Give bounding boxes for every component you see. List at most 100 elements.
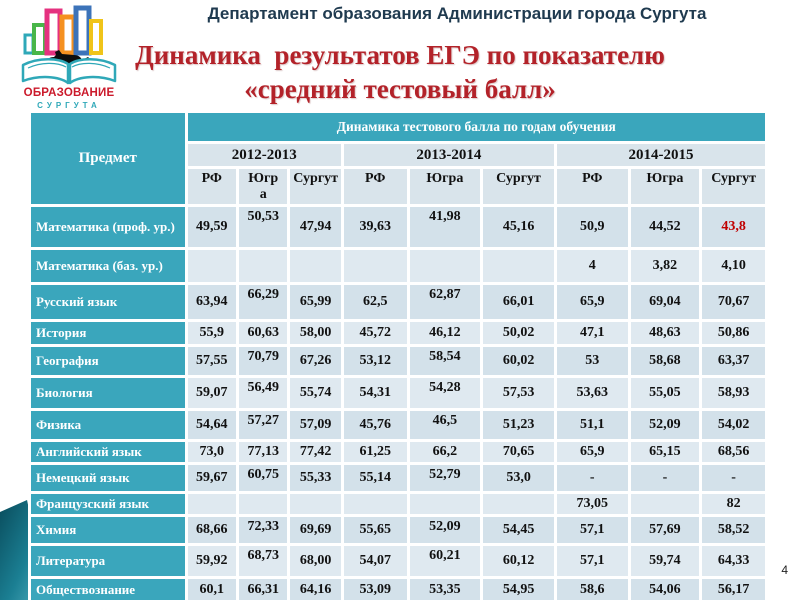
subcolumn-label: Югра <box>248 171 279 203</box>
subcolumn-cell: Югра <box>409 169 481 205</box>
subcolumn-cell: Югра <box>630 169 700 205</box>
value-cell: 60,21 <box>409 546 481 577</box>
value-cell: 45,72 <box>343 322 407 345</box>
value-cell: - <box>702 465 765 492</box>
value-cell: 60,63 <box>238 322 288 345</box>
table-band-row: Предмет Динамика тестового балла по года… <box>31 113 765 205</box>
value-cell: 65,99 <box>290 285 341 320</box>
building-orange-icon <box>59 14 77 56</box>
subcolumn-label: Сургут <box>711 171 757 186</box>
value-cell: 59,67 <box>187 465 236 492</box>
value-cell: 53,09 <box>343 579 407 600</box>
value-cell: 54,07 <box>343 546 407 577</box>
value-cell: 53,12 <box>343 347 407 376</box>
table-row: История 55,9 60,63 58,00 45,72 46,12 50,02 47,1… <box>31 322 765 345</box>
value-cell: 77,42 <box>290 442 341 463</box>
subject-cell: Химия <box>31 517 185 544</box>
value-cell: 52,09 <box>630 411 700 440</box>
value-cell <box>290 250 341 283</box>
band-header-cell: Динамика тестового балла по годам обучен… <box>187 113 765 141</box>
value-cell: 56,17 <box>702 579 765 600</box>
value-cell: 68,73 <box>238 546 288 577</box>
subcolumn-label: Сургут <box>293 171 339 186</box>
value-cell: 51,23 <box>483 411 554 440</box>
value-cell: 57,53 <box>483 378 554 409</box>
value-cell: 68,66 <box>187 517 236 544</box>
building-teal-icon <box>23 33 35 55</box>
value-cell: 50,9 <box>556 207 628 248</box>
value-cell: 70,79 <box>238 347 288 376</box>
subject-cell: Английский язык <box>31 442 185 463</box>
subject-cell: Французский язык <box>31 494 185 515</box>
subject-cell: Математика (баз. ур.) <box>31 250 185 283</box>
value-cell: 55,65 <box>343 517 407 544</box>
subcolumn-cell: РФ <box>187 169 236 205</box>
table-row: Химия 68,66 72,33 69,69 55,65 52,09 54,45 57,1 5… <box>31 517 765 544</box>
value-cell: 56,49 <box>238 378 288 409</box>
value-cell <box>238 494 288 515</box>
subject-cell: Физика <box>31 411 185 440</box>
value-cell: 65,9 <box>556 285 628 320</box>
value-cell: 59,07 <box>187 378 236 409</box>
value-cell: 66,31 <box>238 579 288 600</box>
building-magenta-icon <box>44 8 63 56</box>
page-number: 4 <box>781 563 788 577</box>
subcolumn-label: РФ <box>582 171 603 186</box>
table-row: Обществознание 60,1 66,31 64,16 53,09 53,35 54… <box>31 579 765 600</box>
value-cell: 44,52 <box>630 207 700 248</box>
value-cell: 4,10 <box>702 250 765 283</box>
year-group-cell: 2012-2013 <box>187 144 341 166</box>
value-cell: 68,56 <box>702 442 765 463</box>
value-cell: 77,13 <box>238 442 288 463</box>
subject-cell: История <box>31 322 185 345</box>
value-cell: 50,53 <box>238 207 288 248</box>
building-yellow-icon <box>89 19 103 55</box>
value-cell: 57,27 <box>238 411 288 440</box>
value-cell: - <box>630 465 700 492</box>
results-table-wrap: Предмет Динамика тестового балла по года… <box>28 110 768 600</box>
value-cell: 43,8 <box>702 207 765 248</box>
value-cell: 69,04 <box>630 285 700 320</box>
value-cell: 59,92 <box>187 546 236 577</box>
subcolumn-cell: Сургут <box>290 169 341 205</box>
subcolumn-label: РФ <box>365 171 386 186</box>
value-cell: 60,12 <box>483 546 554 577</box>
value-cell: 47,1 <box>556 322 628 345</box>
value-cell: 73,0 <box>187 442 236 463</box>
table-row: Литература 59,92 68,73 68,00 54,07 60,21 60,12… <box>31 546 765 577</box>
value-cell <box>483 494 554 515</box>
value-cell <box>290 494 341 515</box>
subject-cell: Немецкий язык <box>31 465 185 492</box>
value-cell <box>238 250 288 283</box>
building-blue-icon <box>73 5 92 56</box>
value-cell: 65,9 <box>556 442 628 463</box>
value-cell: 55,14 <box>343 465 407 492</box>
subcolumn-cell: Сургут <box>483 169 554 205</box>
value-cell: 49,59 <box>187 207 236 248</box>
value-cell: 60,75 <box>238 465 288 492</box>
value-cell: 82 <box>702 494 765 515</box>
subcolumn-label: РФ <box>201 171 222 186</box>
value-cell: 54,02 <box>702 411 765 440</box>
value-cell: 73,05 <box>556 494 628 515</box>
value-cell: 57,69 <box>630 517 700 544</box>
value-cell <box>343 250 407 283</box>
table-row: Английский язык 73,0 77,13 77,42 61,25 66,2 70… <box>31 442 765 463</box>
value-cell: 58,68 <box>630 347 700 376</box>
value-cell: 4 <box>556 250 628 283</box>
value-cell: 46,12 <box>409 322 481 345</box>
value-cell: 53,0 <box>483 465 554 492</box>
value-cell: 54,31 <box>343 378 407 409</box>
value-cell: 50,02 <box>483 322 554 345</box>
value-cell <box>483 250 554 283</box>
value-cell: 53,63 <box>556 378 628 409</box>
table-row: Французский язык 73,05 82 <box>31 494 765 515</box>
value-cell: 53,35 <box>409 579 481 600</box>
value-cell <box>409 494 481 515</box>
value-cell: 58,52 <box>702 517 765 544</box>
slide-title-line1: Динамика результатов ЕГЭ по показателю <box>135 40 665 70</box>
value-cell: 66,01 <box>483 285 554 320</box>
table-row: Биология 59,07 56,49 55,74 54,31 54,28 57,53 53… <box>31 378 765 409</box>
value-cell: 66,29 <box>238 285 288 320</box>
